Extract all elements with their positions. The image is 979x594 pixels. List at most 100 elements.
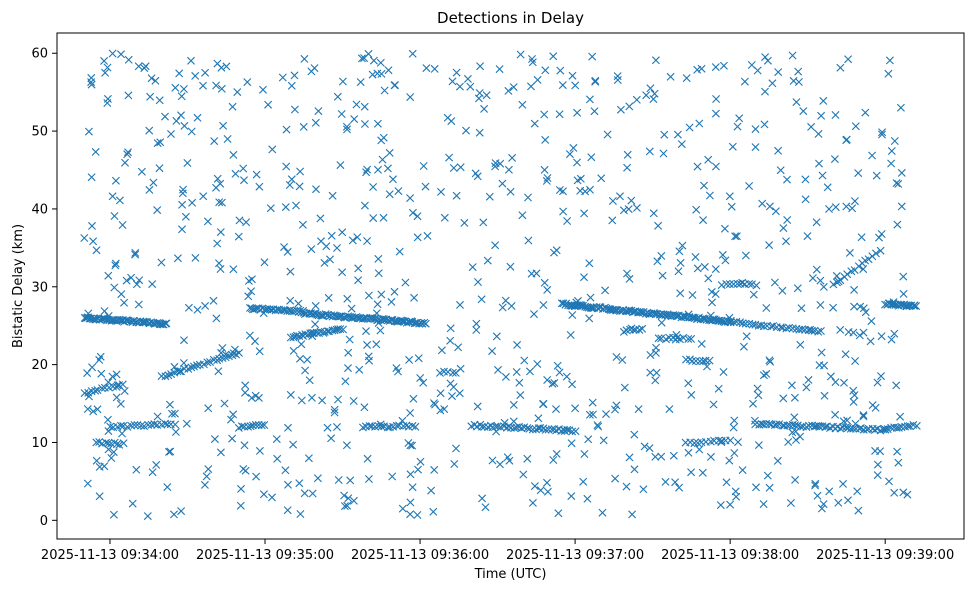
data-point (349, 397, 358, 405)
data-point (552, 449, 561, 458)
data-point (500, 418, 509, 427)
data-point (161, 372, 170, 381)
data-point (297, 340, 306, 349)
data-point (586, 185, 594, 194)
data-point (597, 174, 606, 183)
data-point (891, 300, 900, 309)
data-point (430, 399, 438, 408)
data-point (589, 410, 597, 419)
data-point (496, 460, 504, 469)
data-point (722, 478, 731, 487)
data-point (588, 398, 597, 407)
data-point (376, 326, 385, 335)
chart-title: Detections in Delay (437, 9, 584, 27)
data-point (688, 357, 697, 365)
data-point (751, 143, 760, 152)
data-point (215, 354, 224, 363)
data-point (759, 322, 768, 331)
data-point (146, 92, 155, 101)
data-point (799, 107, 808, 116)
data-point (825, 487, 834, 496)
data-point (157, 372, 166, 381)
data-point (850, 197, 859, 206)
data-point (408, 483, 417, 492)
data-point (311, 301, 320, 310)
y-axis-label: Bistatic Delay (km) (11, 224, 26, 348)
data-point (364, 475, 373, 483)
data-point (436, 389, 445, 398)
data-point (612, 353, 621, 361)
data-point (342, 122, 351, 131)
data-point (688, 291, 697, 299)
data-point (566, 331, 575, 339)
data-point (590, 107, 599, 116)
data-point (792, 98, 801, 107)
data-point (568, 71, 577, 80)
data-point (745, 279, 754, 288)
data-point (725, 313, 734, 322)
data-point (143, 512, 152, 521)
data-point (639, 485, 648, 494)
data-point (485, 192, 494, 201)
data-point (855, 331, 864, 340)
data-point (336, 161, 345, 170)
data-point (782, 237, 790, 246)
data-point (228, 102, 237, 111)
data-point (774, 146, 783, 155)
data-point (624, 205, 633, 214)
data-point (220, 399, 229, 408)
data-point (543, 478, 551, 487)
data-point (573, 108, 582, 117)
data-point (286, 296, 295, 305)
data-point (634, 405, 643, 414)
data-point (816, 301, 825, 309)
data-point (788, 51, 797, 60)
data-point (259, 490, 268, 499)
data-point (815, 159, 823, 168)
data-point (168, 409, 176, 418)
data-point (379, 213, 388, 222)
data-point (783, 216, 792, 224)
data-point (873, 471, 882, 480)
data-point (593, 421, 602, 430)
data-point (658, 271, 667, 280)
data-point (748, 320, 757, 329)
data-point (579, 477, 588, 486)
data-point (804, 375, 813, 384)
data-point (844, 496, 852, 505)
data-point (148, 280, 157, 289)
data-point (583, 494, 592, 503)
data-point (588, 52, 597, 61)
data-point (390, 287, 399, 296)
data-point (794, 78, 803, 86)
data-point (849, 424, 858, 433)
data-point (712, 95, 721, 103)
data-point (166, 447, 175, 456)
data-point (127, 273, 136, 282)
data-point (132, 280, 141, 289)
data-point (687, 334, 696, 343)
data-point (811, 481, 820, 490)
data-point (645, 444, 654, 453)
data-point (867, 317, 876, 326)
data-point (732, 232, 741, 241)
x-tick-label: 2025-11-13 09:37:00 (506, 548, 644, 563)
data-point (498, 179, 507, 188)
data-point (896, 103, 905, 112)
x-axis-label: Time (UTC) (474, 567, 547, 582)
data-point (903, 490, 912, 499)
data-point (445, 153, 454, 162)
data-point (338, 228, 347, 237)
data-point (841, 423, 850, 432)
data-point (523, 424, 532, 432)
data-point (344, 364, 352, 373)
data-point (848, 204, 857, 213)
data-point (791, 427, 800, 436)
data-point (580, 209, 589, 218)
data-point (237, 422, 246, 431)
data-point (395, 247, 404, 256)
data-point (419, 378, 428, 387)
data-point (580, 273, 588, 282)
data-point (818, 171, 827, 180)
data-point (387, 297, 396, 306)
